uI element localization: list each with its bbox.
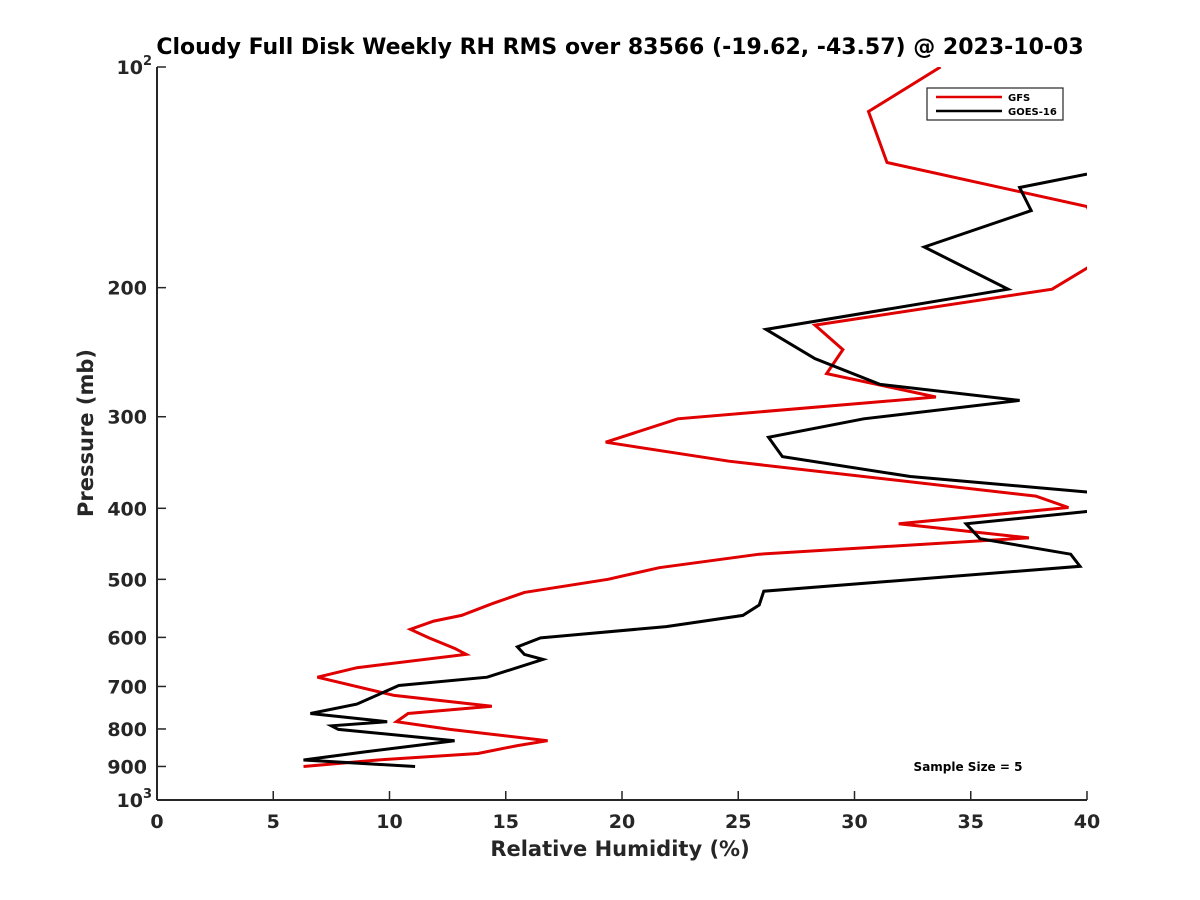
y-tick-label: 600 (107, 627, 147, 649)
y-tick-label: 200 (107, 278, 147, 300)
sample-size-annotation: Sample Size = 5 (914, 760, 1023, 774)
x-tick-label: 30 (841, 811, 867, 833)
y-tick-label: 900 (107, 756, 147, 778)
chart-title: Cloudy Full Disk Weekly RH RMS over 8356… (156, 35, 1083, 60)
x-tick-label: 10 (376, 811, 402, 833)
x-tick-label: 40 (1074, 811, 1100, 833)
x-tick-label: 25 (725, 811, 751, 833)
x-tick-label: 0 (150, 811, 163, 833)
legend-label: GFS (1008, 93, 1030, 104)
y-tick-label: 300 (107, 407, 147, 429)
y-tick-label: 800 (107, 719, 147, 741)
x-axis-title: Relative Humidity (%) (490, 837, 749, 861)
legend-box (926, 87, 1064, 121)
y-axis-title: Pressure (mb) (74, 349, 98, 517)
series-line-gfs (303, 67, 1087, 768)
y-tick-label-exponent: 2 (143, 54, 152, 69)
y-tick-label: 400 (107, 498, 147, 520)
legend-label: GOES-16 (1008, 107, 1057, 118)
y-tick-label: 500 (107, 569, 147, 591)
series-line-goes-16 (303, 172, 1087, 768)
x-tick-label: 5 (267, 811, 280, 833)
y-tick-label-base: 10 (117, 57, 143, 79)
x-tick-label: 20 (609, 811, 635, 833)
series-layer (303, 67, 1087, 768)
x-tick-label: 15 (493, 811, 519, 833)
x-tick-label: 35 (958, 811, 984, 833)
y-tick-label-exponent: 3 (143, 787, 152, 802)
legend: GFS GOES-16 (926, 87, 1064, 121)
x-tick-group: 0 5 10 15 20 25 30 35 40 (150, 791, 1100, 833)
y-tick-label: 700 (107, 676, 147, 698)
y-tick-label: 103 (117, 787, 153, 812)
y-tick-label: 102 (117, 54, 153, 79)
y-tick-label-base: 10 (117, 790, 143, 812)
